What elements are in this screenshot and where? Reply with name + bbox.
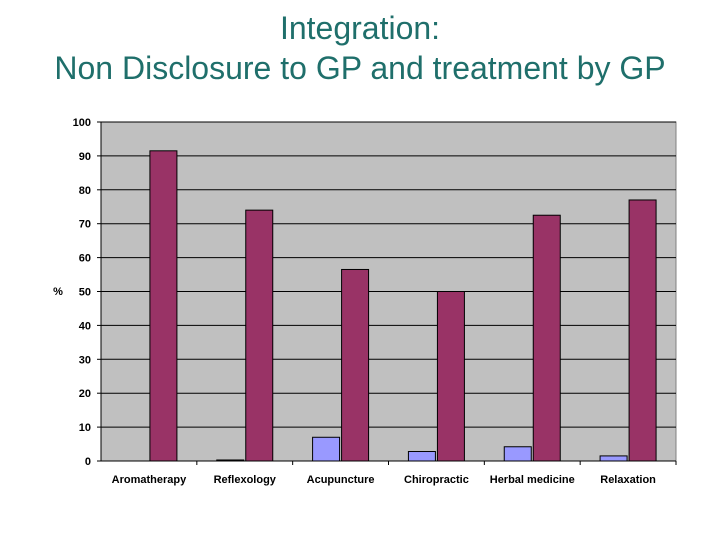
bar-series-2-relaxation <box>628 199 657 462</box>
bar-series-2-reflexology <box>245 209 274 462</box>
y-tick-label: 70 <box>79 219 91 231</box>
x-category-label: Acupuncture <box>307 474 375 486</box>
y-tick-label: 100 <box>73 117 91 129</box>
bar-series-1-chiropractic <box>407 451 436 462</box>
x-category-label: Chiropractic <box>404 474 469 486</box>
title-line-2: Non Disclosure to GP and treatment by GP <box>54 50 666 86</box>
y-axis-ticks: 0 10 20 30 40 50 60 70 80 90 100 <box>73 117 101 468</box>
y-tick-label: 20 <box>79 388 91 400</box>
y-tick-label: 10 <box>79 422 91 434</box>
y-tick-label: 80 <box>79 185 91 197</box>
x-axis-categories: Aromatherapy Reflexology Acupuncture Chirop… <box>112 461 677 486</box>
x-category-label: Aromatherapy <box>112 474 187 486</box>
gridlines <box>101 121 676 428</box>
x-category-label: Herbal medicine <box>490 474 575 486</box>
y-tick-label: 60 <box>79 253 91 265</box>
x-category-label: Relaxation <box>600 474 656 486</box>
y-tick-label: 0 <box>85 456 91 468</box>
bar-series-2-chiropractic <box>436 291 465 462</box>
y-axis-label: % <box>53 286 63 298</box>
bar-series-2-aromatherapy <box>149 150 178 462</box>
bar-series-2-herbal-medicine <box>532 214 561 462</box>
bar-series-1-relaxation <box>599 455 628 462</box>
page-title: Integration: Non Disclosure to GP and tr… <box>0 8 720 88</box>
bar-series-2-acupuncture <box>341 268 370 462</box>
y-tick-label: 30 <box>79 354 91 366</box>
x-category-label: Reflexology <box>214 474 277 486</box>
bar-series-1-herbal-medicine <box>503 446 532 462</box>
y-tick-label: 40 <box>79 320 91 332</box>
y-tick-label: 50 <box>79 287 91 299</box>
y-tick-label: 90 <box>79 151 91 163</box>
bar-series-1-acupuncture <box>312 436 341 462</box>
bars <box>149 150 657 462</box>
title-line-1: Integration: <box>279 10 441 46</box>
